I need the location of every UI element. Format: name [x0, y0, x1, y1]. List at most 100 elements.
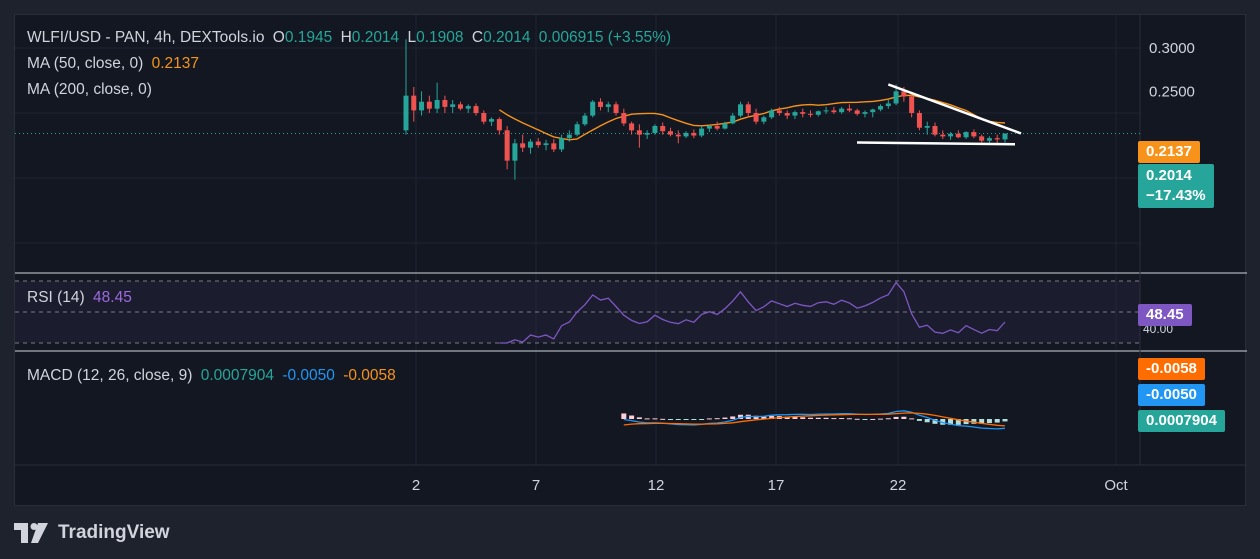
candle-body: [862, 112, 868, 114]
macd-legend[interactable]: MACD (12, 26, close, 9) 0.0007904 -0.005…: [27, 367, 400, 385]
macd-histogram-bar: [667, 419, 673, 420]
candle-body: [932, 126, 938, 135]
macd-histogram-bar: [1002, 419, 1008, 422]
change-percent: −17.43%: [1146, 187, 1206, 204]
candle-body: [738, 104, 744, 116]
rsi-tag: 48.45: [1138, 304, 1192, 326]
low-label: L: [407, 29, 417, 46]
close-label: C: [471, 29, 484, 46]
resistance-trendline: [887, 83, 1022, 135]
macd-signal-line: [623, 412, 1006, 427]
time-axis-label: 22: [890, 477, 907, 494]
ma200-label: MA (200, close, 0): [27, 81, 152, 98]
macd-signal-value: -0.0058: [343, 367, 396, 384]
macd-histogram-bar: [699, 419, 705, 420]
macd-hist-tag: 0.0007904: [1138, 410, 1225, 432]
rsi-label: RSI (14): [27, 289, 85, 306]
candle-body: [496, 119, 502, 131]
macd-line-tag: -0.0050: [1138, 384, 1205, 406]
time-axis-label: 17: [768, 477, 785, 494]
candle-body: [667, 131, 673, 135]
macd-histogram-bar: [761, 416, 767, 419]
macd-histogram-bar: [839, 418, 845, 420]
symbol-legend: WLFI/USD - PAN, 4h, DEXTools.io O0.1945 …: [27, 29, 675, 47]
candle-body: [916, 113, 922, 128]
macd-histogram-bar: [652, 418, 658, 420]
macd-line: [623, 410, 1006, 430]
candle-body: [800, 112, 806, 114]
macd-histogram-bar: [629, 415, 635, 419]
time-axis-label: 12: [648, 477, 665, 494]
candle-body: [761, 117, 767, 122]
macd-histogram-bar: [730, 416, 736, 419]
macd-histogram-bar: [769, 415, 775, 419]
candle-body: [909, 96, 915, 113]
open-label: O: [272, 29, 285, 46]
macd-histogram-bar: [753, 415, 759, 419]
candle-body: [784, 113, 790, 116]
candle-body: [753, 113, 759, 122]
low-value: 0.1908: [416, 29, 464, 46]
ma200-legend[interactable]: MA (200, close, 0): [27, 81, 156, 99]
candle-body: [652, 126, 658, 133]
candle-body: [473, 106, 479, 113]
macd-histogram-bar: [800, 417, 806, 419]
macd-histogram-bar: [846, 418, 852, 420]
candle-body: [722, 123, 728, 129]
last-price-tag: 0.2014 −17.43%: [1138, 164, 1214, 208]
candle-body: [885, 103, 891, 107]
open-value: 0.1945: [284, 29, 333, 46]
ma50-legend[interactable]: MA (50, close, 0) 0.2137: [27, 55, 203, 73]
candle-body: [699, 128, 705, 136]
rsi-legend[interactable]: RSI (14) 48.45: [27, 289, 136, 307]
support-trendline: [856, 141, 1016, 146]
candle-body: [411, 95, 417, 111]
candle-body: [629, 123, 635, 131]
candle-body: [979, 136, 985, 141]
macd-histogram-bar: [808, 417, 814, 419]
macd-histogram-bar: [870, 418, 876, 420]
macd-histogram-bar: [691, 419, 697, 420]
macd-histogram-bar: [862, 419, 868, 420]
macd-histogram-bar: [815, 417, 821, 419]
price-axis-label: 0.2500: [1149, 83, 1195, 100]
candle-body: [854, 110, 860, 114]
macd-histogram-bar: [675, 419, 681, 420]
candle-body: [481, 113, 487, 122]
candle-body: [683, 132, 689, 137]
candlesticks: [403, 39, 1008, 180]
brand-name: TradingView: [58, 522, 170, 543]
candle-body: [730, 115, 736, 124]
trendlines: [856, 83, 1022, 146]
time-axis-label: 2: [412, 477, 420, 494]
candle-body: [745, 104, 751, 113]
tradingview-logo-icon: [14, 523, 48, 543]
candle-body: [706, 126, 712, 129]
candle-body: [955, 133, 961, 138]
candle-body: [457, 104, 463, 109]
candle-body: [893, 91, 899, 104]
macd-histogram-bar: [979, 419, 985, 424]
candle-body: [1002, 133, 1008, 140]
macd-label: MACD (12, 26, close, 9): [27, 367, 193, 384]
candle-body: [924, 126, 930, 128]
time-axis: 2 7 12 17 22 Oct: [412, 477, 1129, 494]
macd-histogram-bar: [986, 419, 992, 424]
candle-body: [590, 101, 596, 116]
tradingview-logo[interactable]: TradingView: [14, 520, 170, 546]
candle-body: [940, 134, 946, 137]
candle-body: [839, 108, 845, 113]
candle-body: [621, 113, 627, 124]
macd-histogram-bar: [940, 419, 946, 425]
macd-histogram-bar: [955, 419, 961, 425]
macd-histogram-bar: [932, 419, 938, 424]
ma50-label: MA (50, close, 0): [27, 55, 144, 72]
macd-histogram-bar: [924, 419, 930, 423]
macd-histogram-bar: [706, 418, 712, 420]
candle-body: [535, 141, 541, 146]
candle-body: [543, 143, 549, 146]
candle-body: [419, 101, 425, 111]
time-axis-label: 7: [532, 477, 540, 494]
